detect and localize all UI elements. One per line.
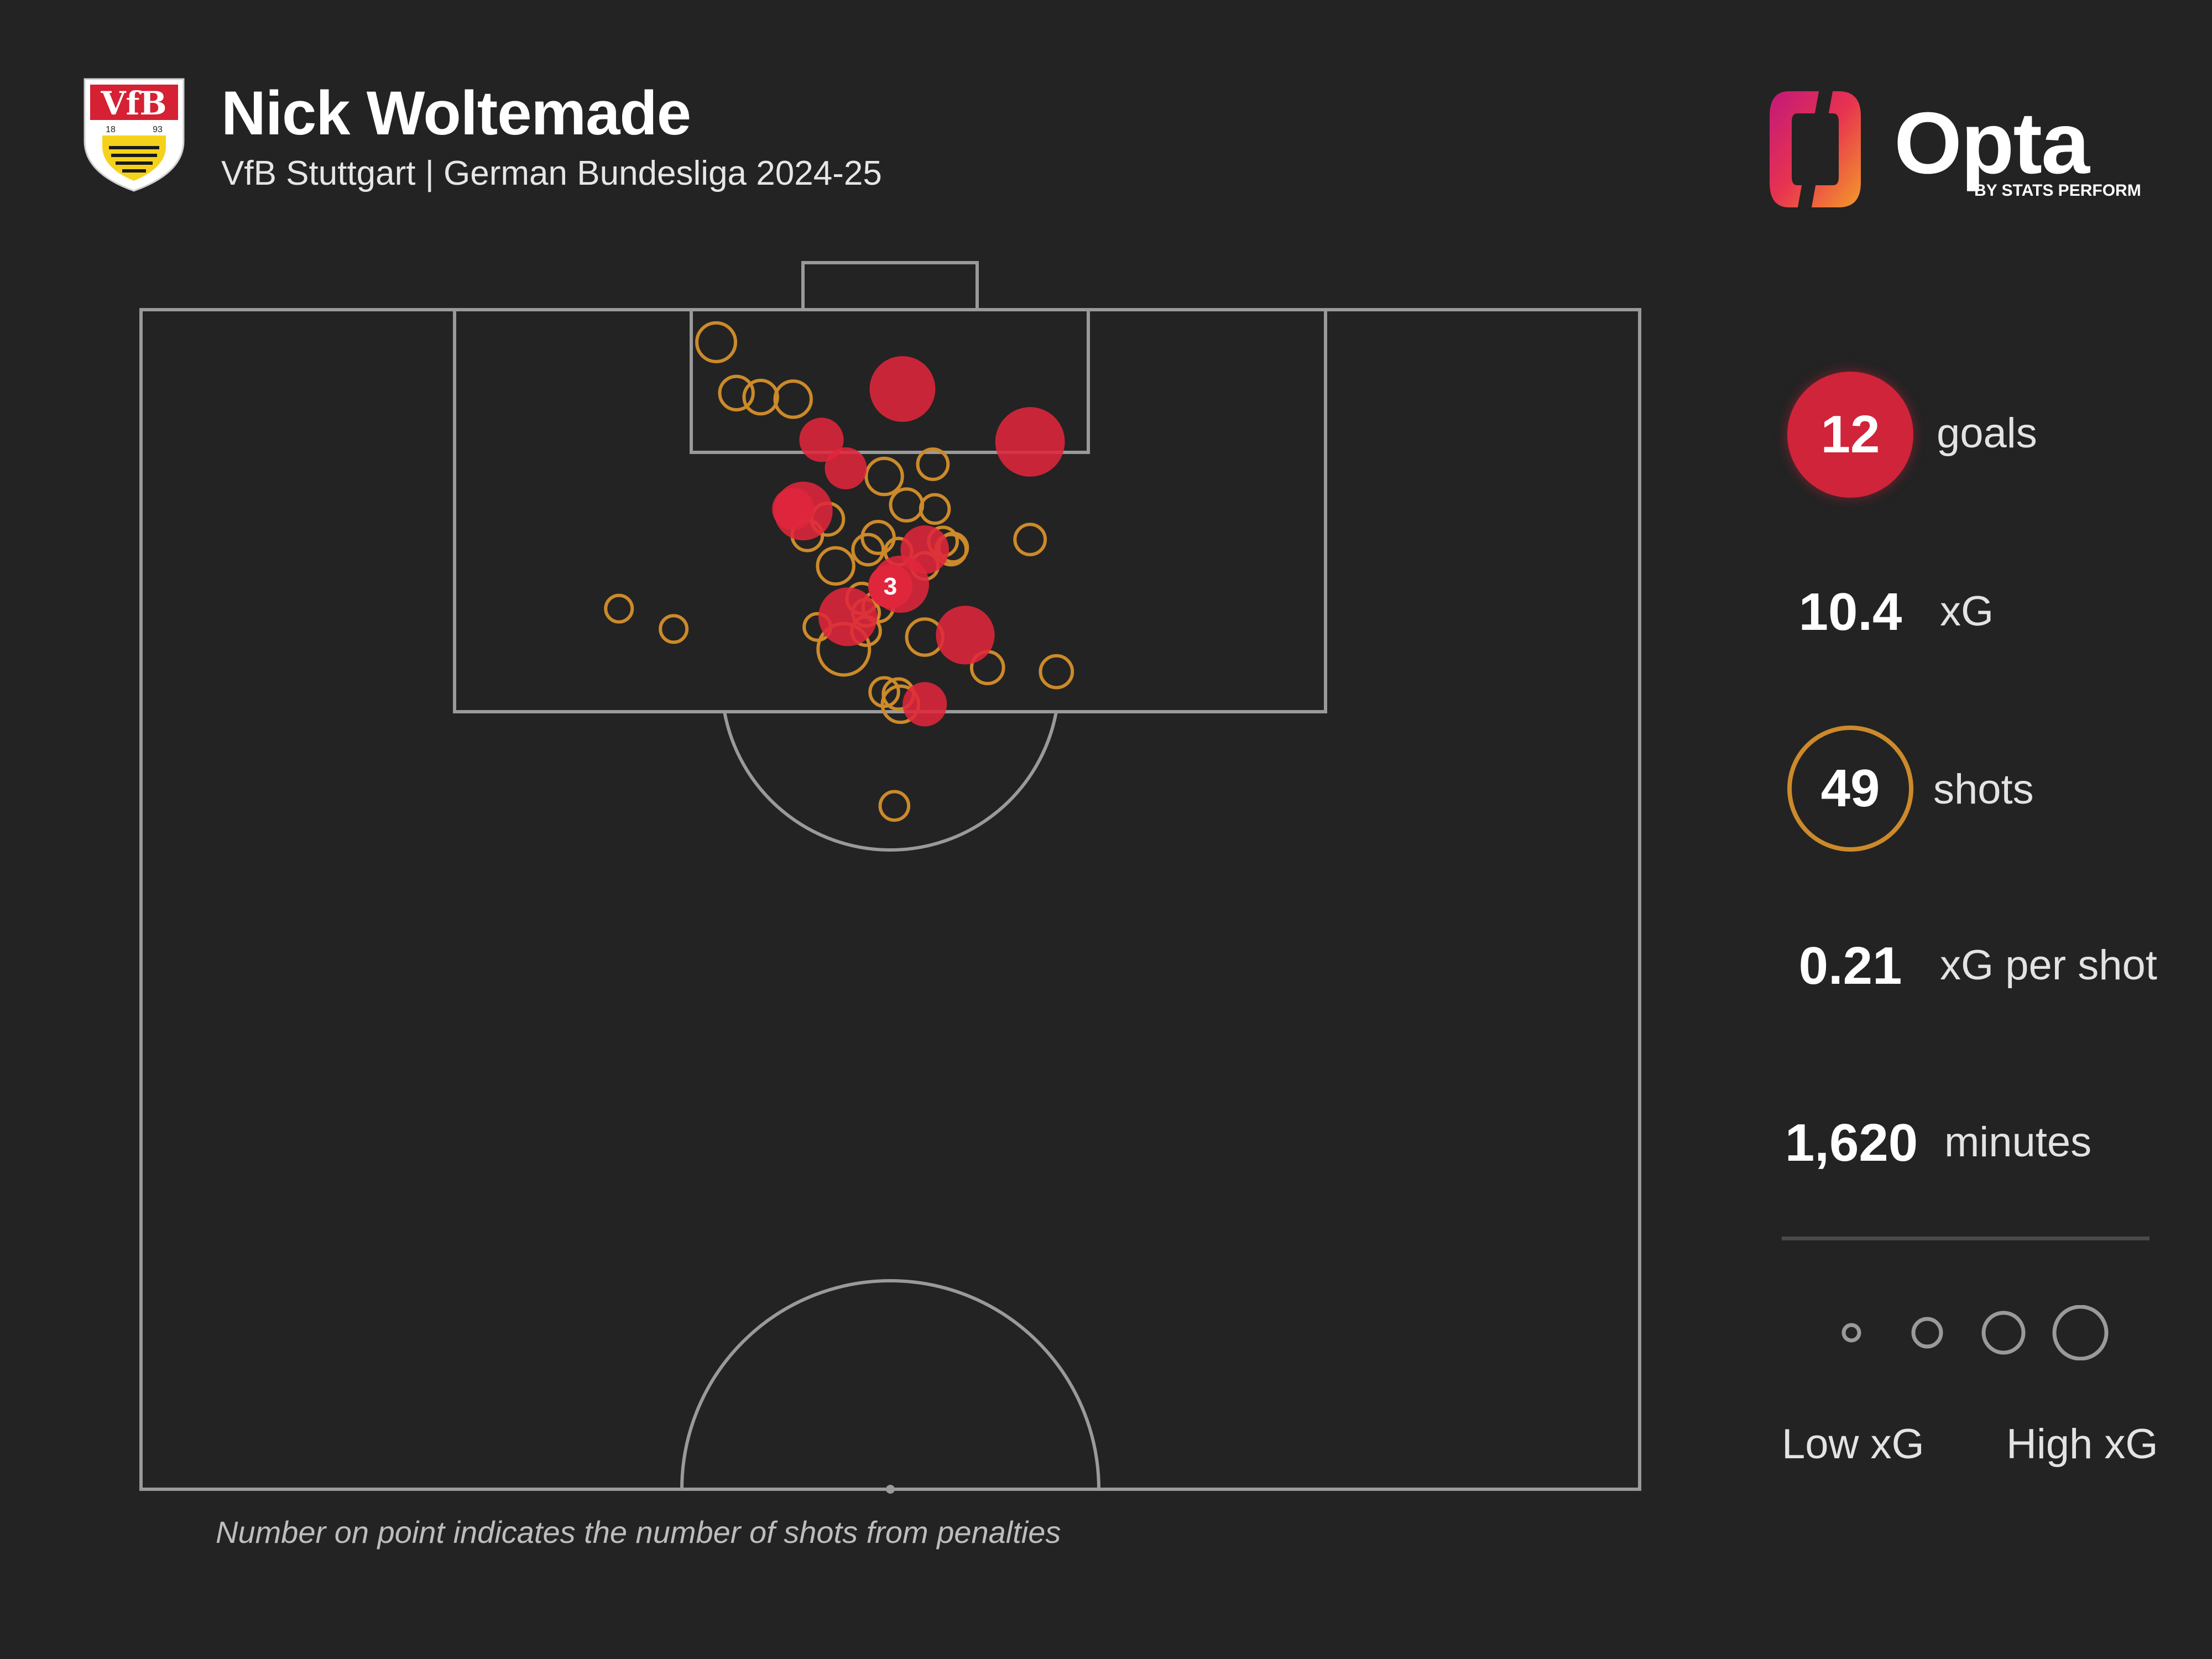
opta-logo: Opta BY STATS PERFORM — [1767, 88, 2143, 216]
shots-label: shots — [1933, 766, 2034, 813]
xg-per-shot-label: xG per shot — [1940, 942, 2157, 989]
penalty-count-label: 3 — [884, 573, 897, 600]
penalty-point — [868, 564, 912, 609]
shot-point — [851, 533, 885, 567]
xg-value: 10.4 — [1798, 582, 1902, 641]
legend-high-label: High xG — [2006, 1421, 2158, 1468]
shot-point — [659, 614, 689, 644]
page-subtitle: VfB Stuttgart | German Bundesliga 2024-2… — [221, 154, 882, 192]
pitch-markings — [139, 261, 1641, 1491]
legend-low-label: Low xG — [1782, 1421, 1924, 1468]
shot-point — [742, 378, 779, 416]
shot-point — [1013, 523, 1047, 556]
xg-per-shot-value: 0.21 — [1798, 936, 1902, 995]
opta-logo-mark — [1770, 88, 1861, 210]
shot-point — [695, 321, 738, 363]
shot-point — [868, 676, 900, 708]
centre-spot — [886, 1485, 895, 1494]
goal-point — [772, 488, 815, 530]
shot-point — [718, 374, 755, 411]
penalty-area — [453, 308, 1327, 713]
shot-point — [878, 790, 911, 822]
legend-size-circle — [1911, 1317, 1943, 1349]
goal-point — [818, 587, 878, 646]
goal-point — [995, 407, 1065, 477]
page-title: Nick Woltemade — [221, 79, 691, 148]
shots-bubble: 49 — [1787, 726, 1913, 852]
penalty-arc — [723, 711, 1058, 852]
goals-bubble: 12 — [1787, 372, 1913, 498]
vfb-stuttgart-crest: VfB 18 93 — [84, 78, 185, 192]
goal-frame — [801, 261, 979, 311]
pitch-outline — [139, 308, 1641, 1491]
shot-point — [604, 593, 634, 624]
shot-point — [773, 379, 813, 419]
shot-point — [816, 546, 855, 586]
crest-year-right: 93 — [153, 125, 163, 134]
goal-point — [902, 682, 947, 727]
shot-point — [864, 456, 904, 497]
minutes-value: 1,620 — [1785, 1113, 1918, 1172]
goal-point — [799, 418, 844, 462]
goals-label: goals — [1937, 410, 2037, 457]
legend-size-circle — [2052, 1305, 2109, 1360]
xg-label: xG — [1940, 588, 1994, 635]
opta-logo-word: Opta — [1894, 95, 2090, 192]
minutes-label: minutes — [1944, 1119, 2092, 1166]
crest-lettering: VfB — [101, 85, 167, 122]
goal-point — [869, 356, 936, 422]
goal-point — [936, 606, 995, 665]
goal-point — [825, 447, 867, 489]
footnote: Number on point indicates the number of … — [216, 1515, 1061, 1550]
panel-divider — [1782, 1237, 2150, 1240]
shot-point — [889, 487, 925, 523]
xg-size-legend — [1841, 1305, 2109, 1360]
opta-logo-sub: BY STATS PERFORM — [1974, 181, 2141, 200]
shot-point — [916, 447, 950, 481]
shot-point — [919, 493, 951, 525]
crest-year-left: 18 — [106, 125, 116, 134]
shot-point — [1039, 654, 1074, 690]
legend-size-circle — [1841, 1323, 1861, 1343]
legend-size-circle — [1981, 1311, 2026, 1355]
centre-circle-half — [680, 1279, 1100, 1490]
